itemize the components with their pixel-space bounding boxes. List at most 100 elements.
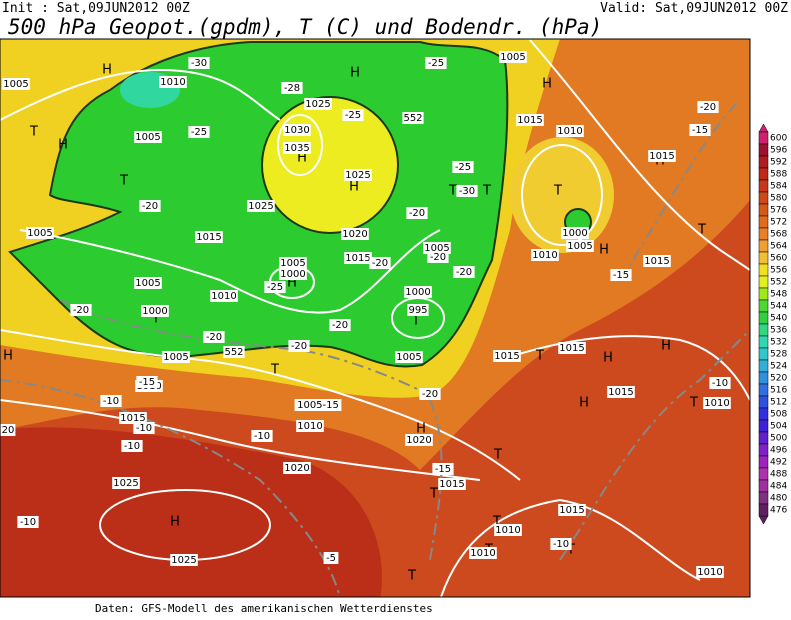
label-box [210,290,238,302]
label-box [288,340,310,352]
contour-label: -20 [142,201,158,212]
contour-label: 1000 [142,306,167,317]
map: HHHHTTHHTTTHTHTTTTHHTHTHHTTHTTTTH1010100… [0,38,751,598]
colorbar-swatch [758,467,769,481]
label-box [556,125,584,137]
colorbar-label: 536 [770,326,787,336]
colorbar-swatch [758,155,769,169]
valid-time: Valid: Sat,09JUN2012 00Z [600,1,788,16]
label-box [453,266,475,278]
contour-label: -25 [191,127,207,138]
contour-label: 1005-15 [297,400,339,411]
data-source: Daten: GFS-Modell des amerikanischen Wet… [95,602,433,615]
label-box [499,51,527,63]
label-box [100,395,122,407]
pressure-center: T [429,487,438,502]
contour-label: -20 [73,305,89,316]
contour-label: 1015 [559,505,584,516]
label-box [159,76,187,88]
contour-label: 1015 [649,151,674,162]
colorbar-swatch [758,167,769,181]
label-box [283,142,311,154]
contour-label: -25 [267,282,283,293]
colorbar-label: 508 [770,410,787,420]
contour-label: -20 [700,102,716,113]
label-box [493,350,521,362]
contour-label: 1015 [439,479,464,490]
pressure-center: H [661,339,671,354]
label-box [344,252,372,264]
colorbar-swatch [758,431,769,445]
label-box [607,386,635,398]
pressure-center: T [482,184,491,199]
label-box [406,207,428,219]
pressure-center: H [3,349,13,364]
label-box [689,124,711,136]
colorbar-swatch [758,455,769,469]
pressure-center: H [349,180,359,195]
label-box [405,434,433,446]
contour-label: -20 [409,208,425,219]
contour-label: 1005 [500,52,525,63]
contour-label: 552 [224,347,243,358]
contour-label: 1020 [342,229,367,240]
colorbar-swatch [758,203,769,217]
colorbar-swatch [758,239,769,253]
label-box [494,524,522,536]
label-box [70,304,92,316]
colorbar-swatch [758,479,769,493]
label-box [427,251,449,263]
colorbar-label: 492 [770,458,787,468]
colorbar: 600 596 592 588 584 580 576 572 568 564 560 556 552 5… [758,123,787,525]
label-box [112,477,140,489]
label-box [648,150,676,162]
isobar [529,39,750,271]
colorbar-label: 568 [770,230,787,240]
label-box [469,547,497,559]
contour-label: -5 [326,553,336,564]
contour-label: -20 [372,258,388,269]
label-box [304,98,332,110]
label-box [2,78,30,90]
contour-label: 1025 [345,170,370,181]
colorbar-label: 596 [770,146,787,156]
pressure-center: H [416,422,426,437]
pressure-center: T [535,349,544,364]
label-box [139,200,161,212]
colorbar-label: 572 [770,218,787,228]
colorbar-label: 592 [770,158,787,168]
colorbar-swatch [758,371,769,385]
colorbar-label: 504 [770,422,787,432]
pressure-center: H [599,243,609,258]
contour-label: 1030 [284,125,309,136]
colorbar-swatch [758,491,769,505]
map-title: 500 hPa Geopot.(gpdm), T (C) und Bodendr… [8,15,602,39]
colorbar-label: 556 [770,266,787,276]
contour-label: -20 [422,389,438,400]
contour-label: 1005 [27,228,52,239]
colorbar-label: 560 [770,254,787,264]
isobar [499,335,750,401]
colorbar-label: 544 [770,302,787,312]
label-box [17,516,39,528]
contour-label: -20 [291,341,307,352]
colorbar-label: 496 [770,446,787,456]
contour-label: 1015 [559,343,584,354]
label-box [162,351,190,363]
label-box [283,462,311,474]
label-box [643,255,671,267]
pressure-center: H [170,515,180,530]
label-box [133,422,155,434]
label-box [558,504,586,516]
contour-label: -20 [206,332,222,343]
contour-label: 1010 [557,126,582,137]
pressure-center: H [58,138,68,153]
contour-label: -20 [430,252,446,263]
colorbar-swatch [758,359,769,373]
colorbar-label: 516 [770,386,787,396]
contour-label: 1010 [704,398,729,409]
colorbar-swatch [758,383,769,397]
isobar [440,498,701,597]
label-box [294,399,342,411]
